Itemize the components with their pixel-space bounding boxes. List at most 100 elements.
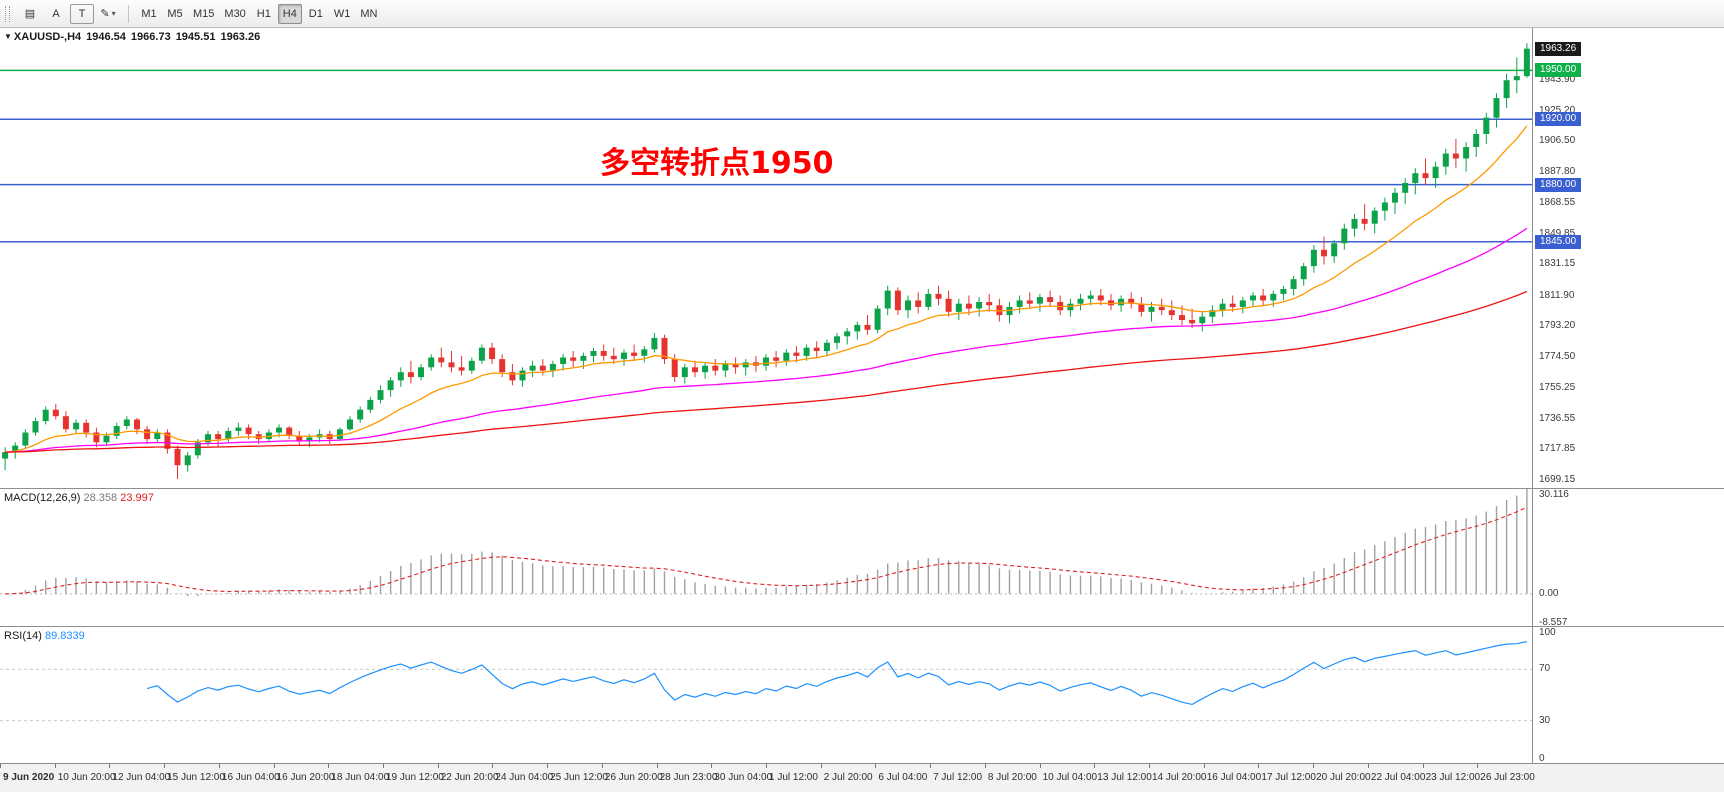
time-tick bbox=[383, 764, 384, 768]
macd-pane: 30.116 0.00 -8.557 MACD(12,26,9) 28.358 23… bbox=[0, 489, 1724, 628]
time-axis-label: 10 Jul 04:00 bbox=[1042, 772, 1098, 783]
time-tick bbox=[1313, 764, 1315, 768]
high-value: 1966.73 bbox=[130, 31, 171, 43]
axis-label: 100 bbox=[1539, 627, 1556, 638]
time-axis-label: 22 Jun 20:00 bbox=[440, 772, 499, 783]
text-tool-button[interactable]: T bbox=[70, 3, 94, 24]
macd-signal-line bbox=[5, 506, 1528, 595]
moving-average-line bbox=[5, 125, 1528, 453]
macd-signal-value: 23.997 bbox=[120, 492, 154, 504]
time-axis-label: 10 Jun 20:00 bbox=[57, 772, 116, 783]
time-tick bbox=[930, 764, 932, 768]
price-badge: 1950.00 bbox=[1535, 63, 1582, 78]
axis-label: 1717.85 bbox=[1539, 443, 1576, 455]
time-axis-label: 7 Jul 12:00 bbox=[933, 772, 983, 783]
chevron-down-icon: ▾ bbox=[111, 9, 116, 18]
time-axis[interactable]: 9 Jun 2020 10 Jun 20:00 12 Jun 04:00 15 Jun… bbox=[0, 764, 1724, 792]
rsi-axis[interactable]: 100 70 30 0 bbox=[1532, 627, 1724, 764]
time-tick bbox=[601, 764, 603, 768]
time-tick bbox=[656, 764, 658, 768]
price-badge: 1880.00 bbox=[1535, 177, 1582, 192]
chart-window-button[interactable]: ▤ bbox=[18, 4, 42, 24]
toolbar-tools-group: ▤ A T ✎ ▾ bbox=[18, 3, 120, 24]
time-tick bbox=[273, 764, 275, 768]
time-axis-label: 9 Jun 2020 bbox=[3, 772, 55, 783]
time-axis-label: 16 Jul 04:00 bbox=[1206, 772, 1262, 783]
time-axis-label: 16 Jun 20:00 bbox=[276, 772, 335, 783]
open-value: 1946.54 bbox=[86, 31, 126, 43]
time-tick bbox=[1422, 764, 1424, 768]
time-axis-label: 22 Jul 04:00 bbox=[1370, 772, 1426, 783]
annotation-text[interactable]: 多空转折点1950 bbox=[600, 146, 834, 181]
time-axis-label: 20 Jul 20:00 bbox=[1316, 772, 1371, 783]
axis-label: 1793.20 bbox=[1539, 320, 1576, 332]
time-tick bbox=[1203, 764, 1205, 768]
timeframe-h1-button[interactable]: H1 bbox=[252, 4, 276, 24]
time-tick bbox=[1258, 764, 1260, 768]
axis-label: 70 bbox=[1539, 663, 1551, 675]
time-axis-label: 12 Jun 04:00 bbox=[112, 772, 171, 783]
time-tick bbox=[547, 764, 549, 768]
rsi-pane: 100 70 30 0 RSI(14) 89.8339 bbox=[0, 627, 1724, 764]
symbol-period-label: XAUUSD-,H4 bbox=[13, 31, 82, 43]
moving-average-line bbox=[5, 290, 1528, 453]
timeframe-h4-button[interactable]: H4 bbox=[277, 3, 302, 24]
line-styles-dropdown-button[interactable]: ✎ ▾ bbox=[96, 4, 120, 24]
time-tick bbox=[1367, 764, 1369, 768]
time-axis-label: 30 Jun 04:00 bbox=[714, 772, 773, 783]
axis-label: 1906.50 bbox=[1539, 135, 1576, 147]
axis-label: 1887.80 bbox=[1539, 165, 1576, 177]
time-tick bbox=[1477, 764, 1479, 768]
time-axis-label: 28 Jun 23:00 bbox=[659, 772, 718, 783]
axis-label: 1925.20 bbox=[1539, 104, 1576, 116]
time-tick bbox=[1149, 764, 1150, 768]
time-axis-label: 16 Jun 04:00 bbox=[221, 772, 280, 783]
time-tick bbox=[984, 764, 986, 768]
timeframe-m1-button[interactable]: M1 bbox=[137, 4, 161, 24]
toolbar-separator bbox=[128, 4, 129, 23]
timeframe-d1-button[interactable]: D1 bbox=[304, 4, 328, 24]
axis-label: -8.557 bbox=[1539, 616, 1568, 628]
rsi-label: RSI(14) bbox=[4, 630, 42, 642]
low-value: 1945.51 bbox=[175, 31, 216, 43]
time-axis-label: 26 Jun 20:00 bbox=[604, 772, 663, 783]
time-axis-label: 2 Jul 20:00 bbox=[823, 772, 873, 783]
chart-ohlc-header: ▼ XAUUSD-,H4 1946.54 1966.73 1945.51 1963.26 bbox=[4, 31, 265, 43]
price-badge: 1963.26 bbox=[1535, 41, 1582, 56]
time-tick bbox=[437, 764, 439, 768]
time-axis-label: 18 Jun 04:00 bbox=[331, 772, 390, 783]
time-axis-label: 17 Jul 12:00 bbox=[1261, 772, 1316, 783]
collapse-icon[interactable]: ▼ bbox=[4, 32, 12, 41]
timeframe-m5-button[interactable]: M5 bbox=[163, 4, 187, 24]
macd-chart-canvas[interactable] bbox=[0, 489, 1532, 626]
price-axis[interactable]: 1943.90 1925.20 1906.50 1887.80 1868.55 1849.… bbox=[1532, 28, 1724, 488]
toolbar-grip[interactable] bbox=[5, 5, 10, 22]
axis-label: 1868.55 bbox=[1539, 197, 1576, 209]
axis-label: 1774.50 bbox=[1539, 350, 1576, 362]
time-tick bbox=[164, 764, 166, 768]
macd-header: MACD(12,26,9) 28.358 23.997 bbox=[4, 492, 154, 504]
time-axis-label: 23 Jul 12:00 bbox=[1425, 772, 1481, 783]
axis-label: 1699.15 bbox=[1539, 473, 1576, 485]
macd-main-value: 28.358 bbox=[83, 492, 118, 504]
timeframe-w1-button[interactable]: W1 bbox=[330, 4, 355, 24]
timeframe-m30-button[interactable]: M30 bbox=[220, 4, 249, 24]
rsi-chart-canvas[interactable] bbox=[0, 627, 1532, 763]
rsi-line bbox=[146, 641, 1528, 706]
time-axis-label: 6 Jul 04:00 bbox=[878, 772, 928, 783]
axis-label: 0 bbox=[1539, 753, 1545, 764]
time-axis-label: 13 Jul 12:00 bbox=[1097, 772, 1152, 783]
toolbar: ▤ A T ✎ ▾ M1 M5 M15 M30 H1 H4 D1 W1 MN bbox=[0, 0, 1724, 28]
timeframe-m15-button[interactable]: M15 bbox=[189, 4, 218, 24]
time-tick bbox=[711, 764, 713, 768]
axis-label: 1811.90 bbox=[1539, 289, 1575, 301]
time-axis-label: 14 Jul 20:00 bbox=[1152, 772, 1207, 783]
macd-axis[interactable]: 30.116 0.00 -8.557 bbox=[1532, 489, 1724, 628]
text-label-button[interactable]: A bbox=[44, 4, 68, 24]
timeframe-mn-button[interactable]: MN bbox=[356, 4, 381, 24]
price-chart-canvas[interactable] bbox=[0, 28, 1532, 488]
time-tick bbox=[766, 764, 767, 768]
axis-label: 1849.85 bbox=[1539, 227, 1576, 239]
time-tick bbox=[54, 764, 56, 768]
